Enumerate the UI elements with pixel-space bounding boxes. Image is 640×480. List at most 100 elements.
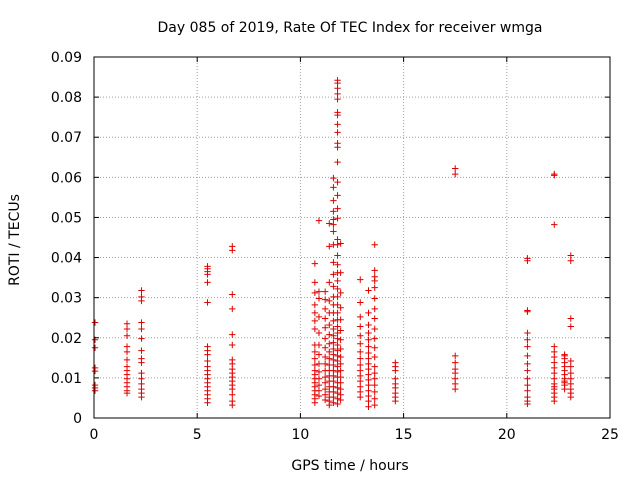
data-point	[330, 393, 337, 401]
data-point	[392, 397, 399, 405]
data-point	[567, 363, 574, 370]
x-tick-label: 5	[193, 427, 202, 443]
data-point	[321, 344, 329, 352]
data-point	[326, 243, 333, 250]
data-point	[321, 324, 329, 331]
data-point	[371, 335, 378, 342]
data-point	[330, 197, 337, 204]
data-point	[334, 95, 341, 103]
data-point	[337, 367, 344, 374]
y-tick-label: 0	[73, 411, 82, 427]
data-point	[334, 215, 341, 222]
data-point	[357, 276, 364, 283]
data-point	[321, 379, 329, 386]
data-point	[311, 355, 319, 362]
data-point	[365, 321, 372, 329]
data-point	[337, 345, 344, 353]
data-point	[326, 348, 333, 356]
data-point	[229, 391, 236, 398]
data-point	[551, 172, 558, 179]
data-point	[321, 296, 329, 303]
data-point	[524, 375, 531, 382]
x-tick-label: 0	[90, 427, 99, 443]
data-point	[315, 341, 323, 349]
data-point	[321, 305, 329, 313]
data-point	[311, 399, 319, 406]
y-tick-label: 0.09	[51, 50, 82, 66]
data-point	[138, 287, 145, 294]
y-tick-label: 0.04	[51, 251, 82, 267]
data-point	[357, 355, 364, 362]
data-point	[371, 375, 378, 382]
data-points	[91, 77, 574, 410]
data-point	[334, 323, 341, 330]
data-point	[138, 325, 145, 333]
data-point	[315, 375, 323, 382]
data-point	[371, 369, 378, 377]
data-point	[321, 315, 329, 322]
data-point	[337, 353, 344, 361]
data-point	[357, 361, 364, 369]
data-point	[326, 297, 333, 305]
data-point	[334, 144, 341, 151]
data-point	[334, 285, 341, 293]
x-tick-label: 20	[498, 427, 516, 443]
data-point	[524, 308, 531, 315]
data-point	[561, 385, 568, 393]
x-tick-label: 10	[291, 427, 309, 443]
data-point	[334, 277, 341, 285]
data-point	[337, 373, 344, 381]
y-axis-label: ROTI / TECUs	[7, 194, 23, 286]
y-tick-label: 0.08	[51, 90, 82, 106]
chart-title: Day 085 of 2019, Rate Of TEC Index for r…	[158, 20, 543, 36]
data-point	[330, 332, 337, 339]
data-point	[326, 340, 333, 347]
data-point	[315, 360, 323, 368]
data-point	[357, 393, 364, 401]
data-point	[452, 369, 459, 377]
data-point	[337, 360, 344, 368]
data-point	[330, 271, 337, 278]
data-point	[229, 341, 236, 349]
data-point	[567, 393, 574, 401]
data-point	[315, 392, 323, 400]
data-point	[337, 269, 344, 276]
data-point	[365, 309, 372, 317]
data-point	[452, 352, 459, 360]
data-point	[567, 369, 574, 377]
data-point	[326, 321, 333, 329]
data-point	[204, 351, 211, 358]
data-point	[229, 385, 236, 393]
data-point	[334, 158, 341, 166]
data-point	[138, 319, 145, 326]
data-point	[551, 353, 558, 361]
data-point	[334, 121, 341, 128]
axis-ticks: 0 5 10 15 20 25 0 0.01 0.02 0.03 0.04 0.05 0.06 0.07 0…	[51, 50, 619, 443]
data-point	[452, 170, 459, 178]
data-point	[315, 288, 323, 295]
data-point	[337, 385, 344, 393]
data-point	[123, 332, 131, 339]
data-point	[204, 399, 211, 406]
data-point	[311, 260, 319, 267]
data-point	[524, 329, 531, 337]
data-point	[365, 397, 372, 405]
data-point	[371, 305, 378, 313]
data-point	[229, 331, 236, 338]
data-point	[371, 353, 378, 361]
data-point	[326, 220, 333, 227]
data-point	[371, 267, 378, 274]
data-point	[337, 240, 344, 247]
data-point	[337, 327, 344, 334]
data-point	[334, 261, 341, 268]
data-point	[452, 385, 459, 393]
data-point	[371, 325, 378, 333]
x-tick-label: 25	[601, 427, 619, 443]
data-point	[315, 368, 323, 376]
data-point	[334, 241, 341, 248]
data-point	[315, 381, 323, 389]
data-point	[371, 277, 378, 285]
data-point	[337, 379, 344, 386]
